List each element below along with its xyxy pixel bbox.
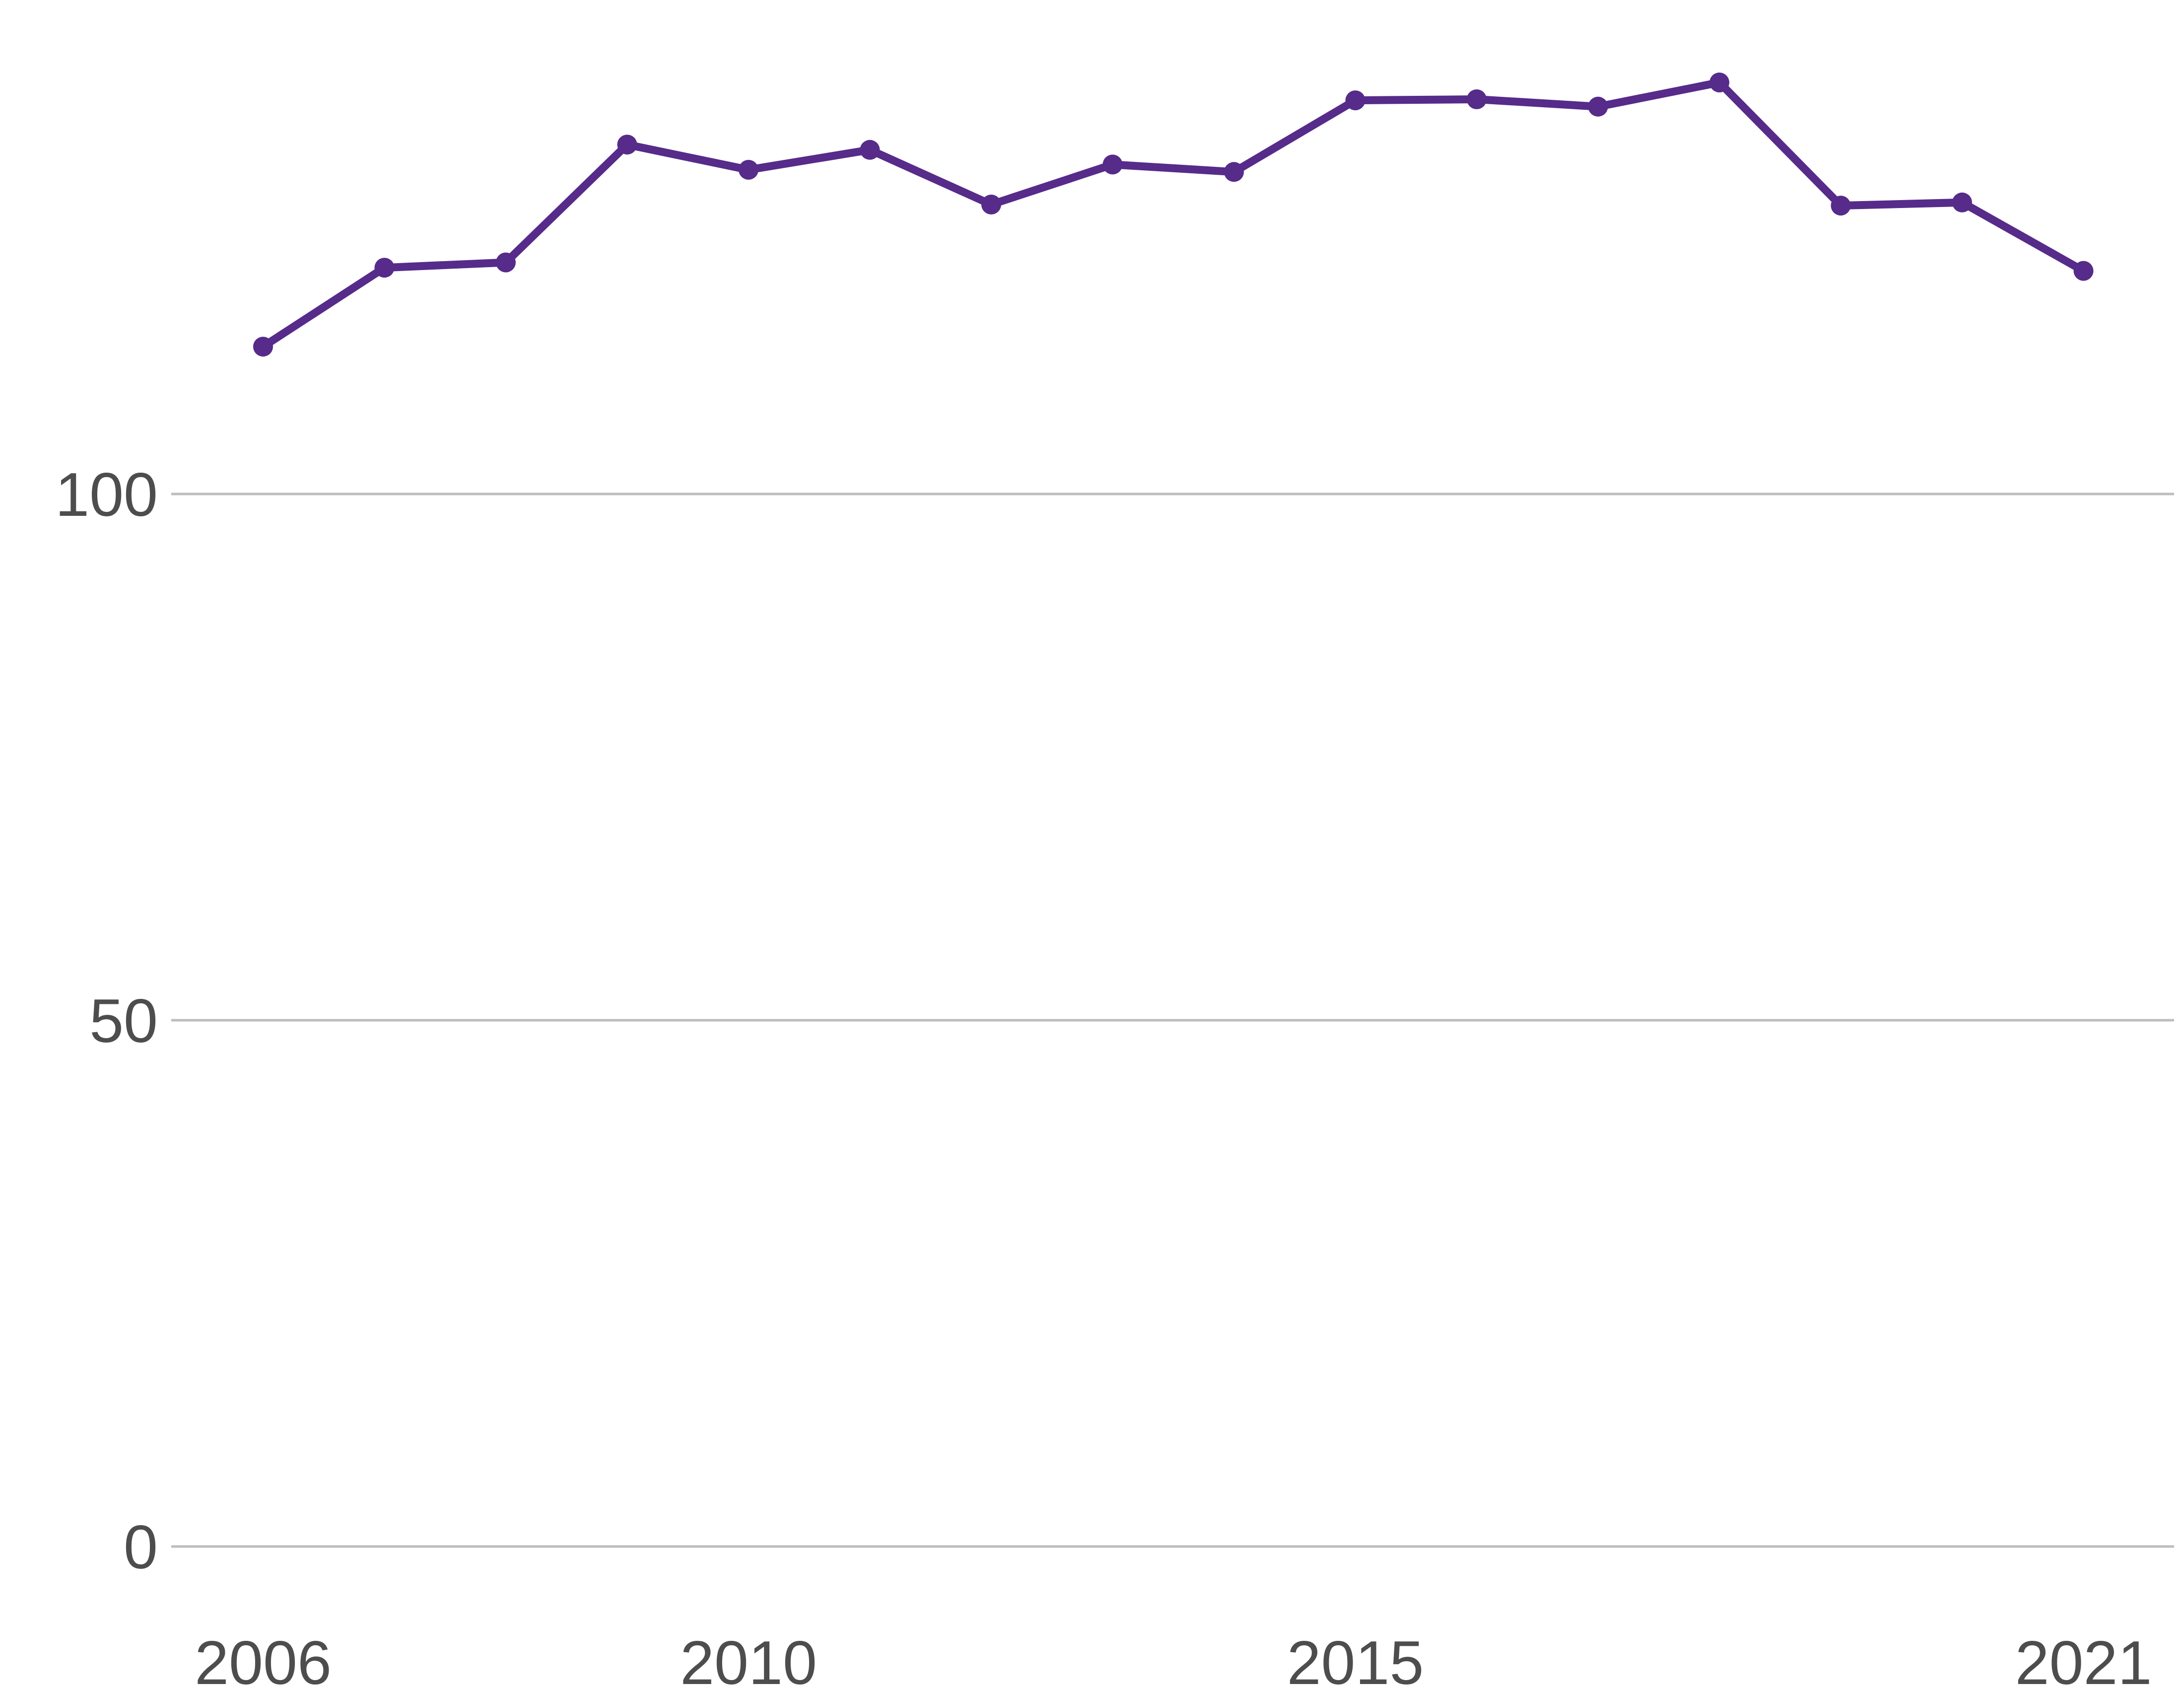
x-tick-label-2006: 2006 [195, 1629, 332, 1688]
data-point-2011 [860, 140, 880, 160]
data-point-2015 [1345, 90, 1365, 111]
data-point-2020 [1952, 192, 1972, 212]
data-point-2013 [1102, 154, 1123, 175]
data-point-2014 [1224, 162, 1244, 182]
y-tick-label-50: 50 [89, 987, 158, 1055]
x-tick-label-2010: 2010 [680, 1629, 817, 1688]
data-point-2018 [1709, 72, 1729, 93]
data-point-2016 [1467, 89, 1487, 109]
data-point-2009 [617, 135, 637, 155]
y-tick-label-100: 100 [55, 461, 158, 529]
data-point-2010 [739, 160, 758, 180]
data-point-2017 [1588, 96, 1608, 117]
data-point-2021 [2073, 261, 2094, 281]
y-axis-ticks: 0 50 100 [55, 461, 158, 1582]
x-tick-label-2021: 2021 [2015, 1629, 2152, 1688]
series-layer [253, 72, 2094, 357]
y-tick-label-0: 0 [124, 1513, 158, 1582]
data-point-2012 [981, 195, 1001, 214]
data-point-2007 [374, 258, 395, 278]
data-point-2008 [496, 252, 516, 273]
data-point-2019 [1831, 196, 1851, 216]
series-line-0 [259, 78, 2088, 351]
grid-lines [171, 492, 2174, 1548]
x-axis-ticks: 2006 2010 2015 2021 [195, 1629, 2152, 1688]
x-tick-label-2015: 2015 [1287, 1629, 1424, 1688]
data-point-2006 [253, 337, 273, 357]
